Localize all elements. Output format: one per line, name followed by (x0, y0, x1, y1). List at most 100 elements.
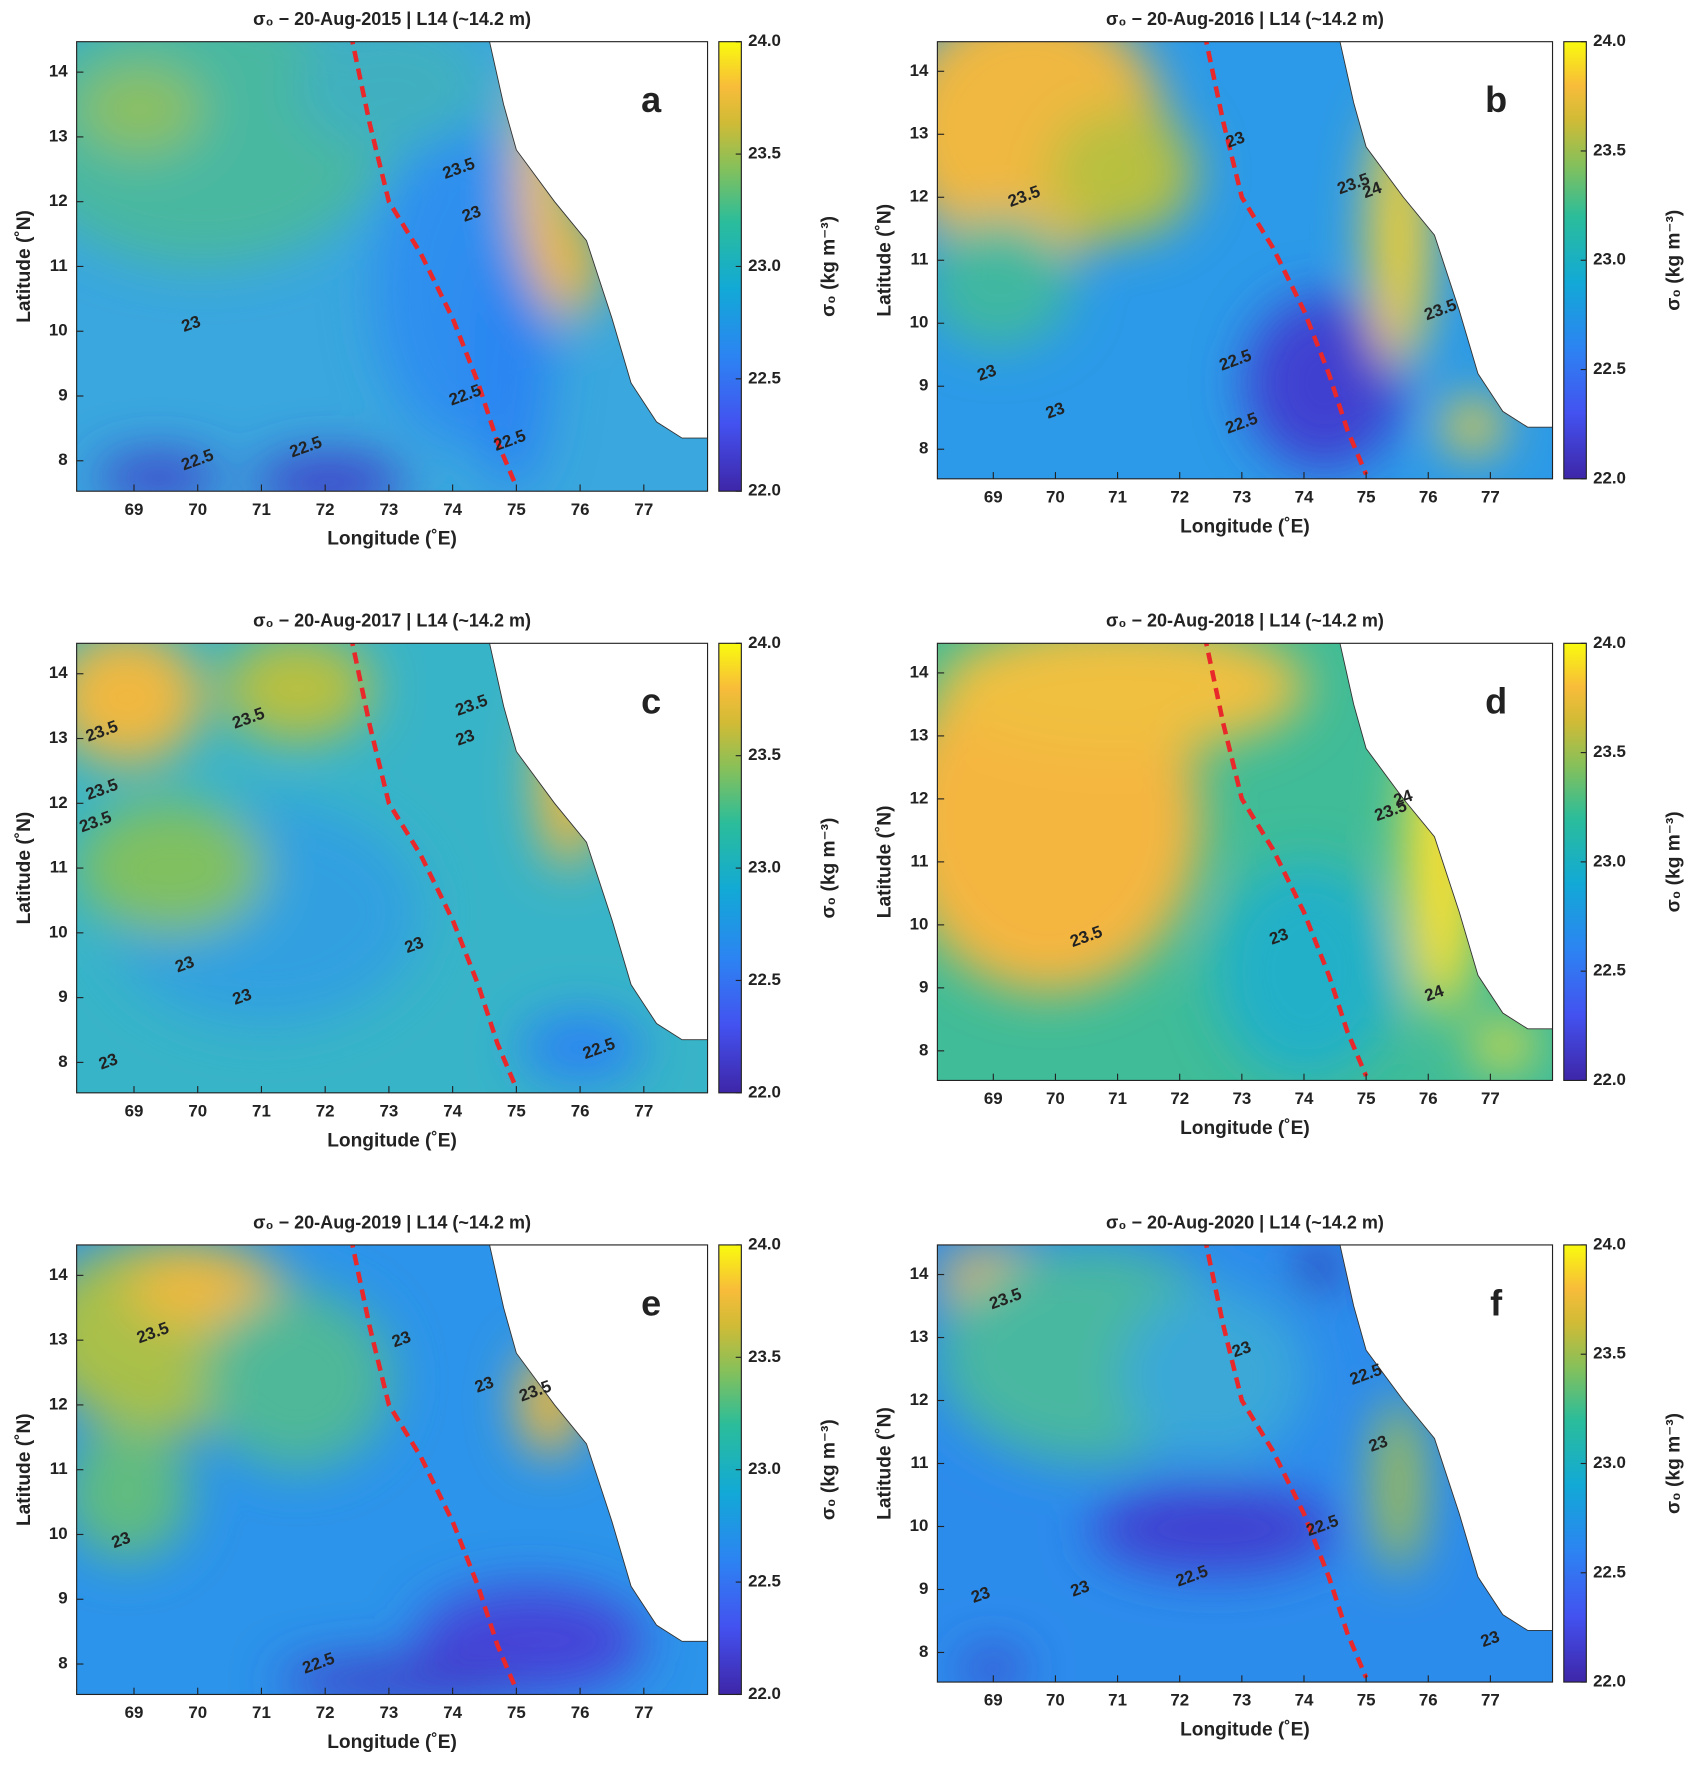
x-tick-label: 69 (125, 500, 144, 519)
field-patch (1300, 1244, 1338, 1289)
y-tick-label: 13 (910, 1327, 929, 1346)
x-tick-label: 74 (443, 1703, 462, 1722)
colorbar-label: σ₀ (kg m⁻³) (818, 216, 839, 317)
field-patch (1472, 1023, 1535, 1068)
x-tick-label: 77 (634, 1101, 653, 1120)
field-patch (937, 216, 1073, 348)
density-field (76, 41, 708, 492)
colorbar-tick-label: 24.0 (1593, 31, 1626, 50)
colorbar-tick-label: 22.0 (1593, 1672, 1626, 1691)
field-patch (202, 1289, 393, 1470)
y-tick-label: 9 (919, 1579, 928, 1598)
x-tick-label: 71 (252, 1101, 271, 1120)
y-tick-label: 14 (49, 62, 68, 81)
x-tick-label: 76 (1419, 1691, 1438, 1710)
x-tick-label: 73 (380, 1101, 399, 1120)
y-tick-label: 13 (910, 124, 929, 143)
colorbar-tick-label: 22.5 (1593, 1562, 1626, 1581)
field-pattern (937, 1244, 1424, 1683)
colorbar-tick-label: 23.0 (748, 256, 781, 275)
colorbar-tick-label: 22.0 (1593, 1070, 1626, 1089)
land (1339, 1244, 1553, 1631)
colorbar-tick-label: 22.5 (748, 1572, 781, 1591)
colorbar-tick-label: 23.5 (1593, 140, 1626, 159)
density-field (76, 1244, 708, 1695)
x-tick-label: 77 (634, 1703, 653, 1722)
colorbar-tick-label: 23.5 (1593, 742, 1626, 761)
y-tick-label: 13 (49, 126, 68, 145)
track-line (1203, 1244, 1369, 1679)
colorbar-tick-label: 23.0 (1593, 851, 1626, 870)
x-tick-label: 69 (984, 487, 1003, 506)
y-axis-label: Latitude (˚N) (875, 1407, 896, 1520)
field-patch (297, 41, 487, 155)
x-tick-label: 76 (571, 1703, 590, 1722)
y-tick-label: 13 (910, 725, 929, 744)
x-axis-label: Longitude (˚E) (327, 1732, 457, 1753)
x-tick-label: 73 (1232, 1089, 1251, 1108)
x-tick-label: 72 (1170, 487, 1189, 506)
x-tick-label: 72 (1170, 1691, 1189, 1710)
field-patch (221, 643, 374, 743)
x-tick-label: 72 (316, 1101, 335, 1120)
y-tick-label: 8 (58, 1052, 67, 1071)
colorbar-tick-label: 22.5 (1593, 961, 1626, 980)
track-line (1203, 643, 1369, 1077)
field-patch (537, 212, 601, 321)
x-tick-label: 74 (1295, 1691, 1314, 1710)
y-tick-label: 14 (910, 662, 929, 681)
y-axis-label: Latitude (˚N) (14, 210, 35, 323)
y-tick-label: 11 (911, 250, 929, 269)
x-tick-label: 74 (443, 1101, 462, 1120)
density-field (937, 41, 1553, 479)
x-tick-label: 72 (316, 1703, 335, 1722)
chart-title: σ₀ − 20-Aug-2019 | L14 (~14.2 m) (253, 1212, 531, 1232)
x-tick-label: 77 (1481, 1089, 1500, 1108)
y-tick-label: 11 (911, 1453, 929, 1472)
panel-label: a (641, 79, 662, 120)
field-patch (76, 643, 203, 765)
colorbar-tick-label: 23.5 (1593, 1344, 1626, 1363)
y-axis-label: Latitude (˚N) (14, 1413, 35, 1526)
track-line (1203, 41, 1369, 476)
x-tick-label: 69 (984, 1089, 1003, 1108)
field-patch (961, 1651, 1024, 1683)
density-field (76, 643, 708, 1093)
y-tick-label: 10 (910, 914, 929, 933)
x-axis-label: Longitude (˚E) (1180, 1720, 1310, 1741)
colorbar-tick-label: 23.0 (1593, 250, 1626, 269)
colorbar-tick-label: 22.0 (748, 481, 781, 500)
x-tick-label: 70 (188, 1101, 207, 1120)
colorbar-tick-label: 22.5 (1593, 359, 1626, 378)
chart-title: σ₀ − 20-Aug-2017 | L14 (~14.2 m) (253, 611, 531, 631)
field-patch (937, 643, 1307, 753)
colorbar-label: σ₀ (kg m⁻³) (818, 818, 839, 919)
colorbar-tick-label: 23.5 (748, 144, 781, 163)
y-tick-label: 14 (49, 1265, 68, 1284)
y-tick-label: 10 (910, 313, 929, 332)
y-tick-label: 10 (49, 1524, 68, 1543)
y-tick-label: 12 (910, 788, 929, 807)
y-tick-label: 12 (910, 187, 929, 206)
field-patch (76, 800, 266, 936)
panel-label: e (641, 1282, 661, 1323)
x-tick-label: 76 (571, 500, 590, 519)
x-tick-label: 71 (1108, 1089, 1127, 1108)
y-tick-label: 13 (49, 728, 68, 747)
x-tick-label: 73 (1232, 487, 1251, 506)
x-tick-label: 75 (1357, 1691, 1376, 1710)
field-patch (95, 455, 222, 492)
x-tick-label: 70 (1046, 1691, 1065, 1710)
x-tick-label: 77 (1481, 487, 1500, 506)
x-tick-label: 75 (1357, 487, 1376, 506)
y-tick-label: 9 (919, 376, 928, 395)
colorbar-tick-label: 23.5 (748, 1347, 781, 1366)
field-patch (1121, 1288, 1307, 1464)
x-axis-label: Longitude (˚E) (1180, 1118, 1310, 1139)
panel-label: b (1485, 79, 1507, 120)
field-patch (1048, 107, 1196, 239)
